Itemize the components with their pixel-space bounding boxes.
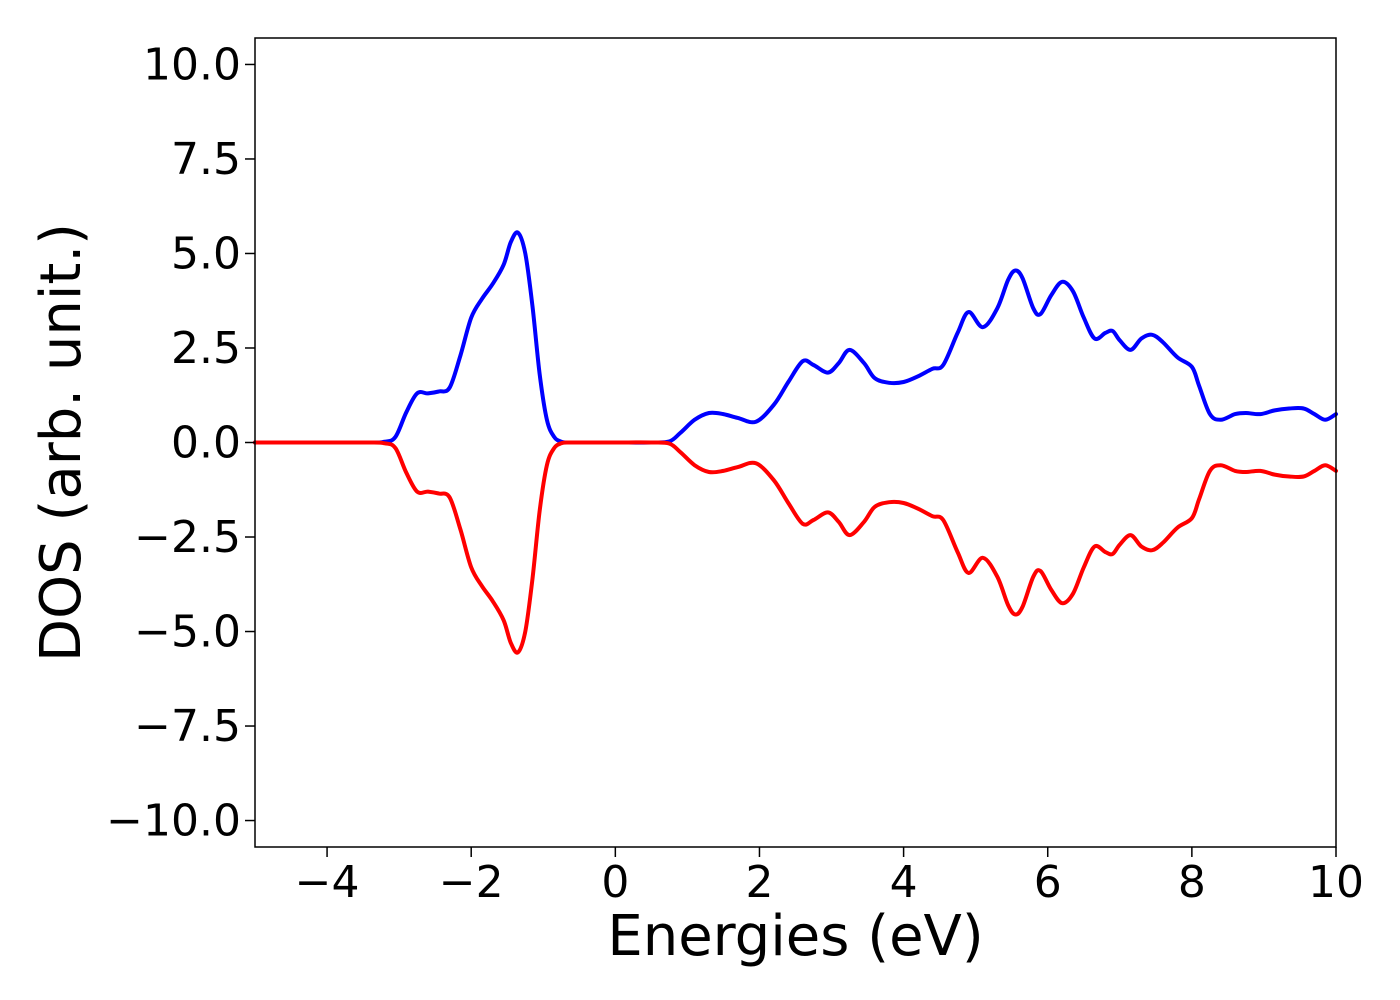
x-tick-label: 6: [1034, 857, 1062, 908]
series-layer: [253, 230, 1338, 655]
y-tick-label: −5.0: [134, 607, 241, 658]
series-line-1: [253, 230, 1338, 445]
y-tick-label: 2.5: [171, 323, 241, 374]
y-tick-label: 5.0: [171, 228, 241, 279]
plot-area-frame: [254, 37, 1337, 848]
y-axis-label: DOS (arb. unit.): [29, 223, 94, 662]
x-axis-label: Energies (eV): [607, 904, 983, 969]
x-axis: −4 −2 0 2 4 6 8 10: [295, 847, 1364, 908]
x-tick-label: −4: [295, 857, 360, 908]
y-tick-label: −7.5: [134, 701, 241, 752]
y-axis: 10.0 7.5 5.0 2.5 0.0 −2.5 −5.0 −7.5 −10.0: [106, 39, 255, 847]
x-tick-label: 2: [745, 857, 773, 908]
x-tick-label: −2: [439, 857, 504, 908]
x-tick-label: 8: [1178, 857, 1206, 908]
x-tick-label: 4: [890, 857, 918, 908]
series-line-2: [253, 440, 1338, 655]
y-tick-label: −2.5: [134, 512, 241, 563]
y-tick-label: −10.0: [106, 796, 241, 847]
y-tick-label: 7.5: [171, 134, 241, 185]
x-tick-label: 0: [601, 857, 629, 908]
y-tick-label: 10.0: [143, 39, 241, 90]
x-tick-label: 10: [1308, 857, 1364, 908]
y-tick-label: 0.0: [171, 418, 241, 469]
